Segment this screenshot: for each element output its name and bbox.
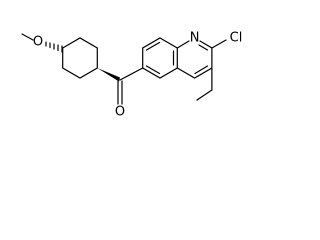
atom-label: N: [190, 31, 200, 46]
atom-label: Cl: [230, 31, 243, 46]
hashed-bond: [45, 41, 63, 53]
wedge-bond: [97, 68, 120, 82]
cyclohexane-ring: [62, 37, 98, 79]
aromatic-bond: [145, 65, 161, 75]
benzo-ring: [142, 37, 178, 79]
aromatic-bond: [194, 65, 209, 75]
bond: [176, 40, 190, 49]
aromatic-bond: [198, 44, 209, 51]
atom-label: O: [115, 105, 125, 120]
bonds: [21, 33, 227, 105]
bond: [21, 33, 34, 41]
structure-diagram: O O N Cl: [21, 31, 243, 120]
bond: [119, 67, 144, 81]
pyridine-ring: [176, 40, 213, 79]
bond: [196, 89, 213, 101]
bond: [211, 39, 227, 49]
aromatic-bond: [145, 41, 161, 51]
atom-label: O: [33, 35, 43, 50]
